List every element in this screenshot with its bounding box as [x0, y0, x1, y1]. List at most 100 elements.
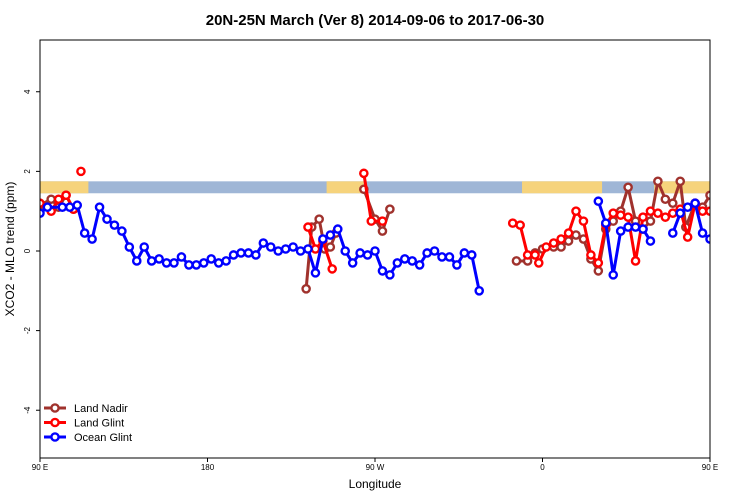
y-tick-label: -2: [23, 327, 32, 335]
ocean-glint-point: [295, 246, 306, 256]
ocean-glint-point: [79, 228, 90, 238]
ocean-glint-point: [117, 226, 127, 236]
legend: Land Nadir Land Glint Ocean Glint: [44, 403, 132, 444]
land-glint-point: [645, 206, 656, 216]
ocean-glint-point: [407, 256, 418, 266]
ocean-glint-point: [310, 268, 321, 278]
land-glint-point: [705, 206, 710, 216]
y-axis: -4 -2 0 2 4: [23, 89, 40, 414]
land-glint-point: [638, 212, 648, 222]
land-glint-point: [76, 166, 86, 177]
ocean-glint-point: [645, 236, 656, 246]
land-band-segment: [326, 181, 364, 194]
ocean-glint-point: [593, 196, 604, 207]
land-nadir-point: [667, 198, 678, 209]
land-glint-point: [377, 216, 388, 226]
ocean-glint-point: [139, 242, 150, 252]
land-glint-point: [61, 190, 71, 201]
land-glint-point: [541, 242, 552, 252]
land-glint-point: [615, 210, 626, 220]
ocean-glint-point: [236, 248, 246, 258]
legend-label: Ocean Glint: [74, 432, 132, 444]
ocean-glint-point: [452, 260, 462, 270]
ocean-glint-point: [705, 234, 710, 244]
land-nadir-point: [511, 256, 522, 266]
y-axis-label: XCO2 - MLO trend (ppm): [3, 182, 17, 317]
ocean-glint-point: [466, 250, 477, 260]
ocean-glint-point: [228, 250, 239, 260]
x-axis: 90 E 180 90 W 0 90 E: [32, 458, 718, 472]
x-tick-label: 90 E: [702, 463, 718, 472]
land-nadir-point: [385, 204, 395, 214]
land-glint-point: [310, 244, 321, 254]
ocean-glint-point: [347, 258, 358, 268]
land-band-segment: [40, 181, 89, 194]
ocean-glint-point: [280, 244, 291, 254]
ocean-glint-point: [288, 242, 298, 252]
ocean-glint-point: [303, 244, 313, 254]
ocean-glint-point: [744, 243, 750, 250]
ocean-glint-point: [422, 248, 432, 258]
land-glint-point: [697, 206, 708, 216]
ocean-glint-point: [72, 200, 83, 211]
land-glint-point: [578, 216, 589, 226]
land-band-segment: [522, 181, 603, 194]
ocean-glint-point: [474, 285, 485, 296]
land-nadir-point: [660, 194, 671, 205]
ocean-band: [40, 181, 710, 194]
legend-item-ocean-glint: Ocean Glint: [44, 432, 132, 444]
ocean-glint-point: [667, 228, 678, 238]
x-axis-label: Longitude: [349, 477, 402, 491]
ocean-glint-point: [109, 220, 120, 230]
land-glint-point: [530, 250, 540, 260]
land-glint-point: [586, 250, 596, 260]
chart-title: 20N-25N March (Ver 8) 2014-09-06 to 2017…: [206, 12, 545, 29]
land-nadir-point: [301, 284, 311, 294]
ocean-glint-point: [213, 258, 224, 268]
land-glint-point: [623, 212, 633, 222]
x-tick-label: 90 E: [32, 463, 48, 472]
ocean-glint-point: [714, 204, 721, 211]
land-nadir-point: [563, 236, 574, 246]
ocean-glint-point: [399, 254, 410, 264]
ocean-glint-point: [176, 252, 187, 262]
ocean-glint-point: [414, 260, 425, 270]
land-glint-point: [608, 208, 619, 218]
legend-marker: [50, 432, 60, 442]
ocean-glint-point: [102, 214, 112, 224]
ocean-glint-point: [318, 234, 328, 244]
ocean-glint-point: [682, 202, 693, 212]
ocean-glint-point: [675, 208, 686, 218]
series-layer: [40, 166, 750, 296]
land-nadir-point: [593, 266, 604, 276]
legend-marker: [50, 417, 60, 428]
x-tick-label: 180: [201, 463, 215, 472]
land-nadir-point: [314, 214, 324, 224]
land-glint-point: [522, 250, 533, 260]
land-ocean-band: [40, 181, 710, 194]
ocean-glint-point: [355, 248, 365, 258]
ocean-glint-point: [697, 228, 708, 238]
land-glint-line: [306, 226, 334, 270]
land-nadir-point: [653, 176, 663, 187]
ocean-glint-point: [258, 238, 269, 248]
land-glint-point: [667, 208, 678, 218]
land-glint-point: [653, 208, 663, 218]
land-glint-point: [515, 220, 525, 230]
x-tick-label: 90 W: [366, 463, 385, 472]
land-nadir-point: [556, 242, 566, 252]
ocean-glint-point: [690, 198, 700, 209]
ocean-glint-point: [444, 252, 455, 262]
ocean-glint-point: [332, 224, 343, 234]
land-glint-point: [53, 194, 64, 205]
land-nadir-point: [705, 190, 710, 201]
ocean-glint-point: [146, 256, 157, 266]
ocean-glint-point: [377, 266, 388, 276]
ocean-glint-point: [392, 258, 403, 268]
ocean-glint-point: [131, 256, 142, 266]
x-tick-label: 0: [540, 463, 545, 472]
land-nadir-point: [675, 176, 686, 187]
land-band-segment: [654, 181, 710, 194]
ocean-glint-point: [265, 242, 276, 252]
land-glint-point: [366, 216, 377, 226]
